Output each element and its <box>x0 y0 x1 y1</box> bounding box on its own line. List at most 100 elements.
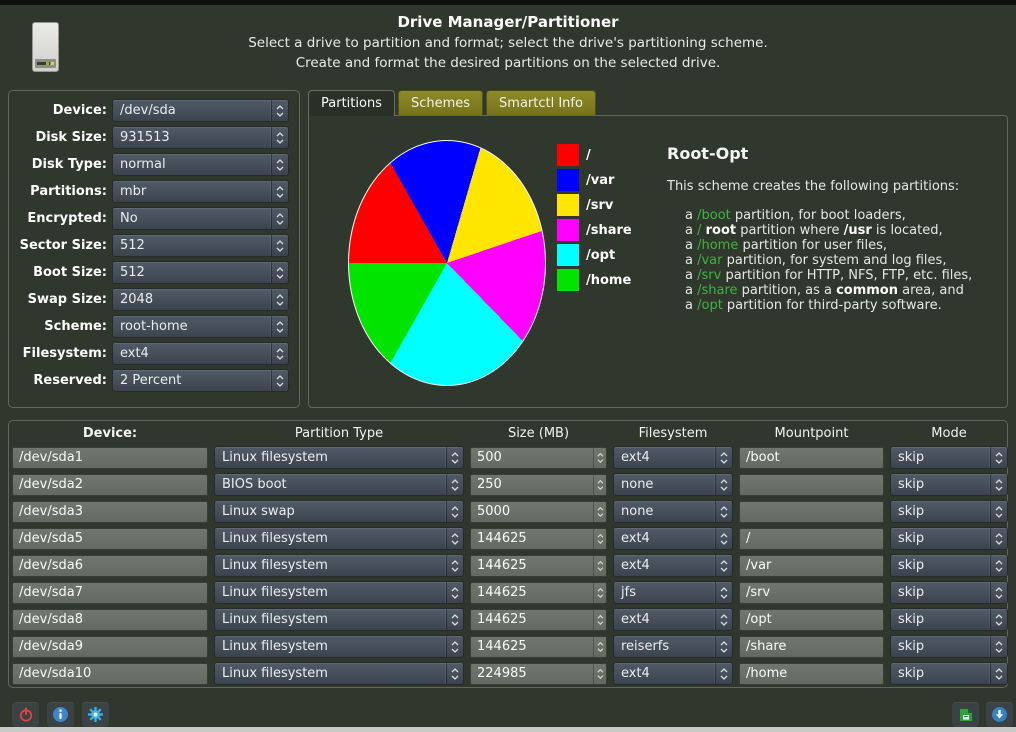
size-spinbox[interactable]: 144625 <box>470 581 607 604</box>
mountpoint-entry[interactable]: /share <box>739 635 884 658</box>
mode-dropdown[interactable]: skip <box>890 635 1008 658</box>
device-entry[interactable]: /dev/sda7 <box>12 581 208 604</box>
table-row-dev-sda10: /dev/sda10 Linux filesystem 224985 ext4 … <box>10 660 1008 687</box>
mountpoint-entry[interactable] <box>739 500 884 523</box>
size-spinbox[interactable]: 250 <box>470 473 607 496</box>
legend-label: / <box>586 147 591 163</box>
device-dropdown[interactable]: /dev/sda <box>112 99 289 122</box>
device-entry[interactable]: /dev/sda5 <box>12 527 208 550</box>
device-entry[interactable]: /dev/sda2 <box>12 473 208 496</box>
filesystem-dropdown[interactable]: ext4 <box>613 527 733 550</box>
partition-type-dropdown[interactable]: Linux filesystem <box>214 581 464 604</box>
mode-dropdown[interactable]: skip <box>890 554 1008 577</box>
partition-type-dropdown[interactable]: Linux swap <box>214 500 464 523</box>
partitions-dropdown[interactable]: mbr <box>112 180 289 203</box>
device-entry[interactable]: /dev/sda1 <box>12 446 208 469</box>
mode-dropdown[interactable]: skip <box>890 473 1008 496</box>
device-entry[interactable]: /dev/sda3 <box>12 500 208 523</box>
size-spinbox[interactable]: 500 <box>470 446 607 469</box>
size-spinbox[interactable]: 144625 <box>470 635 607 658</box>
device-entry[interactable]: /dev/sda6 <box>12 554 208 577</box>
filesystem-dropdown[interactable]: ext4 <box>613 554 733 577</box>
filesystem-dropdown[interactable]: ext4 <box>613 446 733 469</box>
partition-type-dropdown[interactable]: Linux filesystem <box>214 527 464 550</box>
scheme-text-segment: / <box>697 223 702 238</box>
mountpoint-entry[interactable]: /home <box>739 662 884 685</box>
mode-dropdown[interactable]: skip <box>890 662 1008 685</box>
mode-dropdown[interactable]: skip <box>890 581 1008 604</box>
device-entry[interactable]: /dev/sda8 <box>12 608 208 631</box>
encrypted-dropdown[interactable]: No <box>112 207 289 230</box>
boot-size-dropdown[interactable]: 512 <box>112 261 289 284</box>
form-row-device: Device: /dev/sda <box>15 99 289 122</box>
filesystem-dropdown[interactable]: ext4 <box>112 342 289 365</box>
mode-dropdown[interactable]: skip <box>890 527 1008 550</box>
disk-size-dropdown[interactable]: 931513 <box>112 126 289 149</box>
dropdown-value: ext4 <box>621 531 650 546</box>
combo-arrows-icon <box>995 451 1003 464</box>
table-row-dev-sda9: /dev/sda9 Linux filesystem 144625 reiser… <box>10 633 1008 660</box>
power-button[interactable] <box>12 702 39 727</box>
mountpoint-entry[interactable]: /opt <box>739 608 884 631</box>
combo-arrows-icon <box>276 158 284 171</box>
swap-size-dropdown[interactable]: 2048 <box>112 288 289 311</box>
filesystem-dropdown[interactable]: reiserfs <box>613 635 733 658</box>
table-row-dev-sda3: /dev/sda3 Linux swap 5000 none skip <box>10 498 1008 525</box>
partition-type-dropdown[interactable]: Linux filesystem <box>214 608 464 631</box>
partition-type-dropdown[interactable]: Linux filesystem <box>214 635 464 658</box>
size-spinbox[interactable]: 144625 <box>470 608 607 631</box>
filesystem-dropdown[interactable]: jfs <box>613 581 733 604</box>
partition-type-dropdown[interactable]: Linux filesystem <box>214 662 464 685</box>
scheme-text-segment: /srv <box>697 268 722 283</box>
mode-dropdown[interactable]: skip <box>890 608 1008 631</box>
combo-arrows-icon <box>276 266 284 279</box>
partition-type-dropdown[interactable]: BIOS boot <box>214 473 464 496</box>
settings-button[interactable] <box>82 702 109 727</box>
tab-partitions[interactable]: Partitions <box>308 90 395 116</box>
spinbox-value: 250 <box>477 477 502 492</box>
scheme-text-segment: a <box>685 268 698 283</box>
device-entry[interactable]: /dev/sda9 <box>12 635 208 658</box>
save-button[interactable] <box>952 702 979 727</box>
scheme-dropdown[interactable]: root-home <box>112 315 289 338</box>
info-button[interactable] <box>47 702 74 727</box>
filesystem-dropdown[interactable]: none <box>613 473 733 496</box>
apply-button[interactable] <box>986 702 1013 727</box>
mountpoint-entry[interactable]: /srv <box>739 581 884 604</box>
column-header-mountpoint: Mountpoint <box>774 426 849 441</box>
reserved-dropdown[interactable]: 2 Percent <box>112 369 289 392</box>
window-bottom-edge <box>0 727 1016 732</box>
sector-size-dropdown[interactable]: 512 <box>112 234 289 257</box>
mode-dropdown[interactable]: skip <box>890 500 1008 523</box>
filesystem-dropdown[interactable]: ext4 <box>613 608 733 631</box>
mountpoint-entry[interactable]: / <box>739 527 884 550</box>
size-spinbox[interactable]: 144625 <box>470 527 607 550</box>
combo-arrows-icon <box>995 532 1003 545</box>
dropdown-value: none <box>621 504 654 519</box>
tab-smartctl-info[interactable]: Smartctl Info <box>486 90 596 116</box>
filesystem-dropdown[interactable]: ext4 <box>613 662 733 685</box>
combo-arrows-icon <box>451 667 459 680</box>
size-spinbox[interactable]: 144625 <box>470 554 607 577</box>
form-row-boot-size: Boot Size: 512 <box>15 261 289 284</box>
tab-schemes[interactable]: Schemes <box>397 90 484 116</box>
combo-arrows-icon <box>720 532 728 545</box>
mode-dropdown[interactable]: skip <box>890 446 1008 469</box>
mountpoint-entry[interactable] <box>739 473 884 496</box>
size-spinbox[interactable]: 224985 <box>470 662 607 685</box>
partition-type-dropdown[interactable]: Linux filesystem <box>214 554 464 577</box>
mountpoint-entry[interactable]: /boot <box>739 446 884 469</box>
dropdown-value: skip <box>898 477 925 492</box>
table-row-dev-sda6: /dev/sda6 Linux filesystem 144625 ext4 /… <box>10 552 1008 579</box>
combo-arrows-icon <box>451 505 459 518</box>
device-entry[interactable]: /dev/sda10 <box>12 662 208 685</box>
disk-type-dropdown[interactable]: normal <box>112 153 289 176</box>
mountpoint-entry[interactable]: /var <box>739 554 884 577</box>
partition-type-dropdown[interactable]: Linux filesystem <box>214 446 464 469</box>
size-spinbox[interactable]: 5000 <box>470 500 607 523</box>
legend-label: /srv <box>586 197 614 213</box>
table-header: Device: Partition Type Size (MB) Filesystem… <box>10 423 1006 444</box>
filesystem-dropdown[interactable]: none <box>613 500 733 523</box>
combo-arrows-icon <box>276 293 284 306</box>
form-row-disk-size: Disk Size: 931513 <box>15 126 289 149</box>
